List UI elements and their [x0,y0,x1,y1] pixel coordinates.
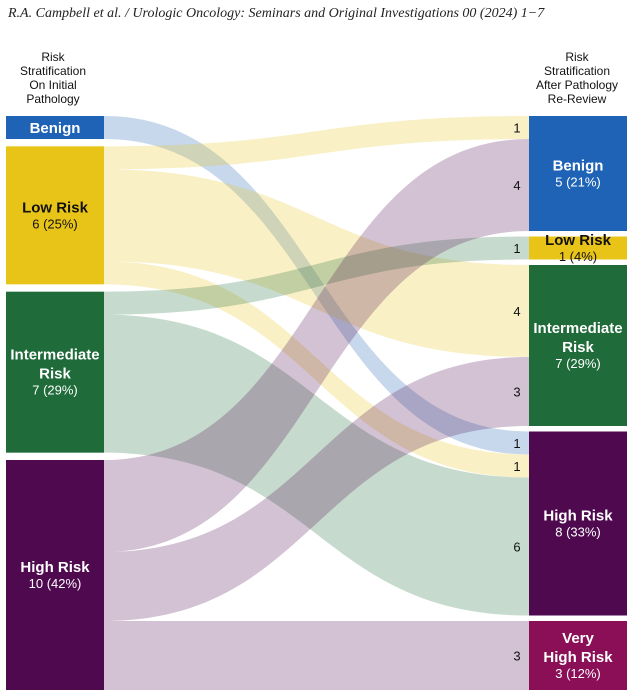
right-node-rect-benign [529,116,627,231]
flow-count-label: 1 [513,241,520,256]
right-node-label-very_high: High Risk [543,649,613,666]
left-node-label-high: High Risk [20,559,90,576]
right-node-rect-very_high [529,621,627,690]
right-node-label-intermediate: Risk [562,339,594,356]
left-title-line: Risk [41,50,65,64]
left-node-benign: Benign [6,116,104,139]
flow-count-label: 3 [513,649,520,664]
flow-intermediate-to-high [104,314,529,616]
flow-high-to-intermediate [104,357,529,621]
right-node-label-high: High Risk [543,508,613,525]
flow-count-label: 1 [513,459,520,474]
right-title-line: Stratification [543,64,611,78]
right-title-line: After Pathology [535,78,619,92]
flow-intermediate-to-low [104,236,529,315]
flow-count-label: 4 [513,178,520,193]
flow-high-to-very_high [104,621,529,690]
flow-count-label: 1 [513,121,520,136]
right-node-label-very_high: Very [562,630,594,647]
flow-counts-layer: 1 4 1 4 3 1 1 6 3 [513,121,520,664]
left-node-rect-high [6,460,104,690]
right-title-line: Risk [565,50,589,64]
left-node-count-high: 10 (42%) [29,576,82,591]
left-node-count-low: 6 (25%) [32,216,78,231]
flow-high-to-benign [104,139,529,552]
flow-low-to-intermediate [104,169,529,357]
right-node-count-benign: 5 (21%) [555,175,601,190]
left-node-rect-low [6,146,104,285]
left-node-label-low: Low Risk [22,199,89,216]
left-title-line: Pathology [26,92,80,106]
right-node-count-high: 8 (33%) [555,525,601,540]
right-node-count-intermediate: 7 (29%) [555,356,601,371]
right-node-count-very_high: 3 (12%) [555,666,601,681]
right-node-count-low: 1 (4%) [559,249,597,264]
flow-count-label: 4 [513,304,520,319]
right-node-label-benign: Benign [553,158,604,175]
right-node-label-intermediate: Intermediate [533,320,622,337]
left-title-line: Stratification [19,64,87,78]
left-node-label-benign: Benign [30,120,81,137]
flow-low-to-high [104,261,529,478]
flow-count-label: 1 [513,436,520,451]
left-node-rect-benign [6,116,104,139]
right-title-line: Re-Review [547,92,607,106]
left-node-label-intermediate: Risk [39,366,71,383]
left-node-count-intermediate: 7 (29%) [32,383,78,398]
right-node-rect-high [529,431,627,616]
flow-count-label: 3 [513,385,520,400]
right-node-rect-low [529,236,627,260]
right-node-rect-intermediate [529,265,627,426]
left-node-label-intermediate: Intermediate [10,347,99,364]
right-column-title: Risk Stratification After Pathology Re-R… [528,50,626,106]
citation-header: R.A. Campbell et al. / Urologic Oncology… [8,6,545,21]
left-column-title: Risk Stratification On Initial Pathology [8,50,98,106]
right-node-label-low: Low Risk [545,232,612,249]
left-title-line: On Initial [29,78,77,92]
flow-low-to-benign [104,116,529,170]
flow-benign-to-high [104,116,529,455]
flows-layer [104,116,529,690]
left-node-rect-intermediate [6,291,104,453]
flow-count-label: 6 [513,540,520,555]
